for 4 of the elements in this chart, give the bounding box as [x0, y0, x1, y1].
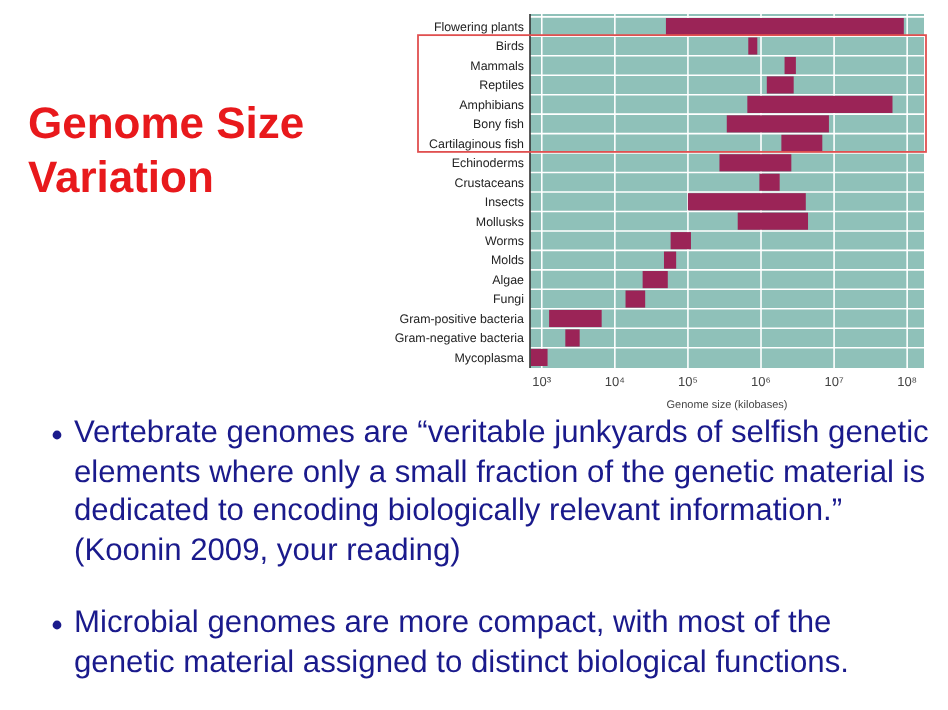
bar: [530, 348, 548, 366]
text: Vertebrate genomes are “veritable junkyards of selfish genetic elements where only a small fraction of the genetic material is dedicated to encoding biologically relevant information.” (Koonin 2009, your reading): [74, 414, 931, 570]
text: Microbial genomes are more compact, with most of the genetic material assigned to distinct biological functions.: [74, 604, 851, 682]
text: Genome Size Variation: [28, 96, 307, 204]
